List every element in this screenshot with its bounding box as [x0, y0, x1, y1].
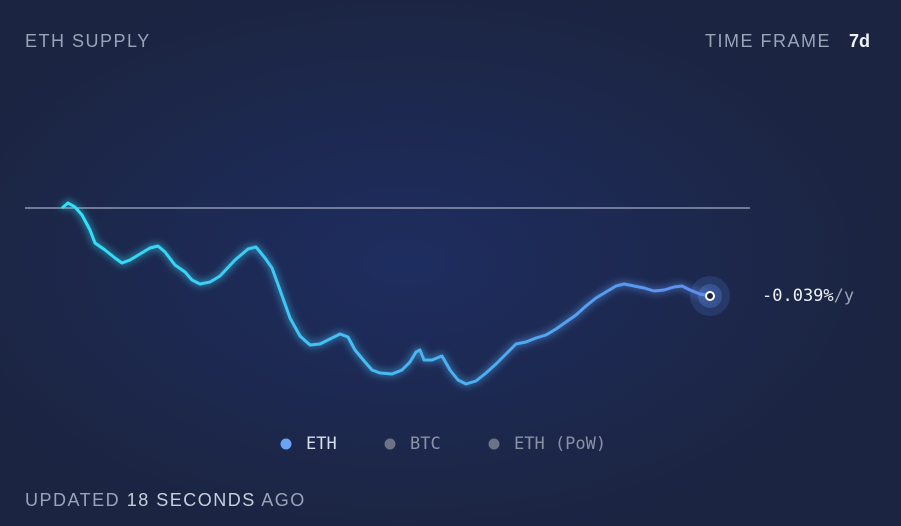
footer-prefix: UPDATED	[25, 490, 120, 510]
legend-dot[interactable]	[384, 438, 396, 450]
legend-label[interactable]: ETH (PoW)	[514, 434, 606, 454]
legend-dot[interactable]	[280, 438, 292, 450]
legend-label[interactable]: ETH	[306, 434, 337, 454]
timeframe-label: TIME FRAME	[705, 31, 831, 51]
eth-line	[61, 201, 711, 386]
footer-suffix: AGO	[261, 490, 306, 510]
timeframe[interactable]: 7d	[849, 31, 870, 51]
legend-label[interactable]: BTC	[410, 434, 441, 454]
footer-unit: SECONDS	[156, 490, 256, 510]
end-point	[705, 291, 715, 301]
chart-title: ETH SUPPLY	[25, 31, 151, 51]
end-value: -0.039%	[762, 286, 834, 306]
end-label: -0.039%/y	[762, 286, 854, 306]
footer-number: 18	[127, 490, 150, 510]
footer: UPDATED 18 SECONDS AGO	[25, 490, 306, 510]
end-unit: /y	[834, 286, 854, 306]
legend-dot[interactable]	[488, 438, 500, 450]
